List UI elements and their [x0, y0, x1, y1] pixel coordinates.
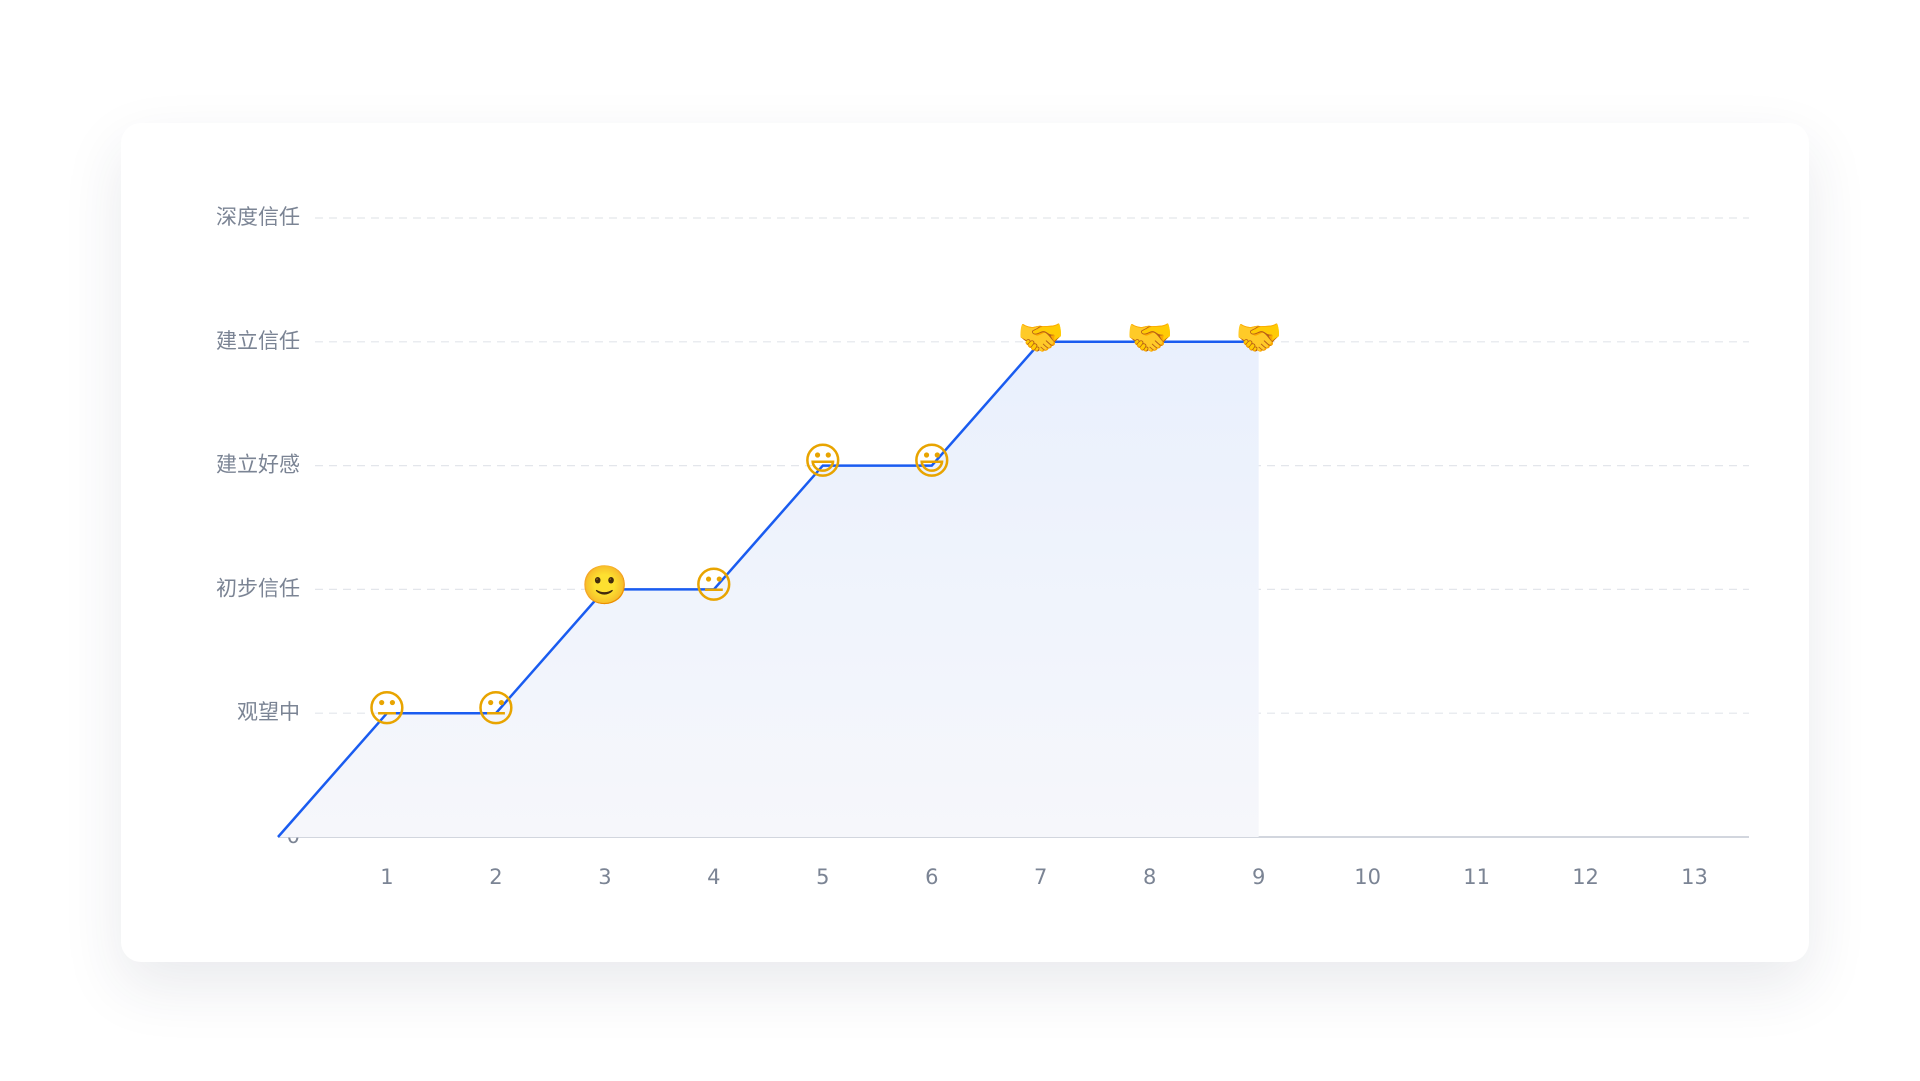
x-tick-label: 13: [1681, 865, 1708, 889]
x-tick-label: 10: [1354, 865, 1381, 889]
y-tick-label: 观望中: [237, 700, 300, 724]
line: [277, 340, 1259, 838]
x-tick-label: 1: [380, 865, 393, 889]
area: [278, 341, 1259, 837]
emoji-marker: 😐: [367, 687, 407, 731]
emoji-marker: 🤝: [1017, 315, 1064, 359]
x-tick-label: 2: [489, 865, 502, 889]
x-tick-label: 11: [1463, 865, 1490, 889]
y-tick-label: 初步信任: [216, 576, 300, 600]
emoji-marker: 😃: [912, 439, 952, 483]
x-tick-label: 3: [598, 865, 611, 889]
emoji-marker: 😐: [694, 563, 734, 607]
x-tick-label: 8: [1143, 865, 1156, 889]
emoji-marker: 🙂: [581, 563, 628, 607]
emoji-marker: 😐: [476, 687, 516, 731]
emoji-marker: 😃: [803, 439, 843, 483]
y-tick-label: 建立信任: [216, 329, 300, 353]
x-tick-label: 9: [1252, 865, 1265, 889]
y-tick-label: 深度信任: [216, 205, 300, 229]
x-tick-label: 4: [707, 865, 720, 889]
emoji-marker: 🤝: [1235, 315, 1282, 359]
x-tick-label: 7: [1034, 865, 1047, 889]
x-tick-label: 12: [1572, 865, 1599, 889]
emoji-marker: 🤝: [1126, 315, 1173, 359]
x-tick-label: 6: [925, 865, 938, 889]
y-tick-label: 建立好感: [216, 453, 300, 477]
x-tick-label: 5: [816, 865, 829, 889]
